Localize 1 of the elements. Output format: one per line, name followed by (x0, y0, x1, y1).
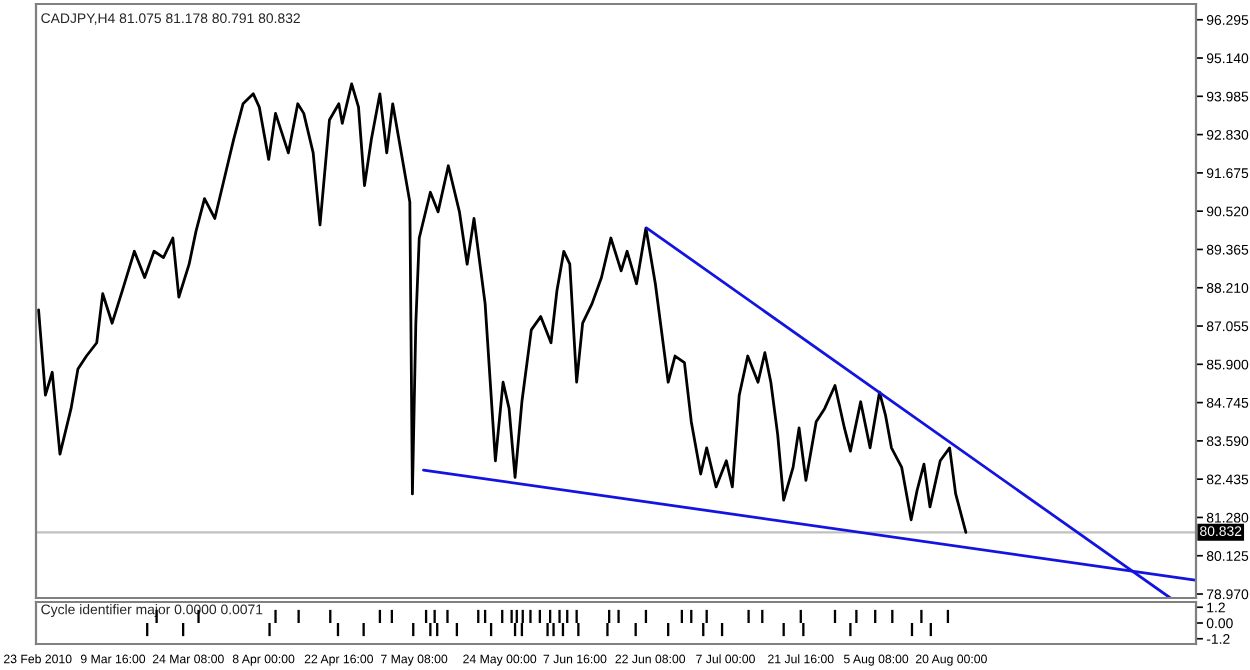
line-series (37, 82, 968, 534)
